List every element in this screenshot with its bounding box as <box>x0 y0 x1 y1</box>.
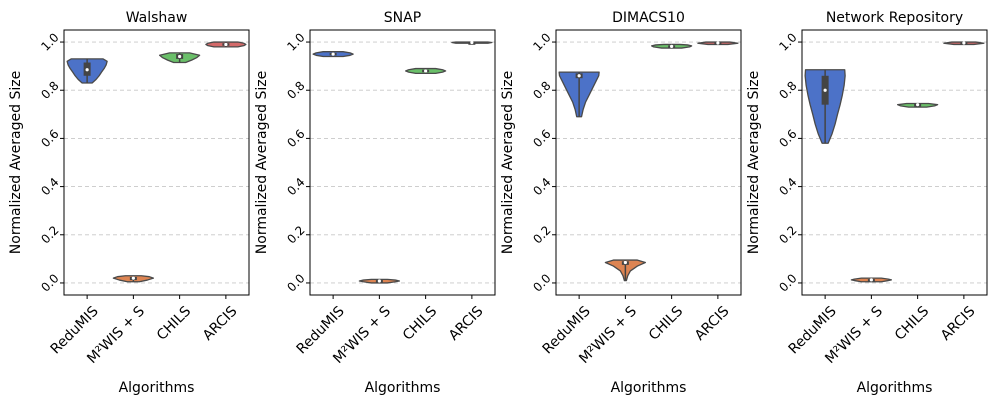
y-tick-label: 1.0 <box>776 30 799 53</box>
y-tick-label: 0.6 <box>38 127 61 150</box>
y-tick-label: 1.0 <box>530 30 553 53</box>
y-tick-label: 0.2 <box>776 223 799 246</box>
x-axis-label: Algorithms <box>611 380 687 396</box>
violin-median <box>331 52 335 56</box>
y-tick-label: 0.6 <box>776 127 799 150</box>
x-tick-label: ARCIS <box>200 303 241 344</box>
violin-median <box>623 260 627 265</box>
x-tick-label: CHILS <box>646 303 686 343</box>
violin-median <box>916 103 920 107</box>
violin-median <box>869 278 873 282</box>
x-tick-label: CHILS <box>892 303 932 343</box>
y-tick-label: 0.2 <box>530 223 553 246</box>
violin-median <box>716 41 720 45</box>
y-tick-label: 0.2 <box>284 223 307 246</box>
y-tick-label: 0.0 <box>284 271 307 294</box>
x-axis-label: Algorithms <box>119 380 195 396</box>
y-tick-label: 0.4 <box>776 175 799 198</box>
y-tick-label: 0.6 <box>284 127 307 150</box>
y-tick-label: 0.8 <box>38 79 61 102</box>
violin-median <box>670 44 674 48</box>
x-axis-label: Algorithms <box>857 380 933 396</box>
chart-title: DIMACS10 <box>612 10 685 26</box>
violin-median <box>577 74 581 78</box>
y-axis-label: Normalized Averaged Size <box>500 71 516 254</box>
y-axis-label: Normalized Averaged Size <box>8 71 24 254</box>
y-tick-label: 0.4 <box>38 175 61 198</box>
y-tick-label: 0.8 <box>284 79 307 102</box>
y-tick-label: 0.2 <box>38 223 61 246</box>
chart-title: Walshaw <box>126 10 188 26</box>
y-tick-label: 0.0 <box>776 271 799 294</box>
y-axis-label: Normalized Averaged Size <box>746 71 762 254</box>
y-tick-label: 0.6 <box>530 127 553 150</box>
y-axis-label: Normalized Averaged Size <box>254 71 270 254</box>
y-tick-label: 0.4 <box>530 175 553 198</box>
y-tick-label: 0.8 <box>530 79 553 102</box>
violin-median <box>178 54 182 59</box>
y-tick-label: 0.8 <box>776 79 799 102</box>
violin-median <box>470 40 474 45</box>
violin-median <box>962 41 966 45</box>
x-tick-label: ARCIS <box>938 303 979 344</box>
plot-frame <box>63 29 250 296</box>
y-tick-label: 0.4 <box>284 175 307 198</box>
violin-median <box>131 276 135 280</box>
x-axis-label: Algorithms <box>365 380 441 396</box>
violin-median <box>224 42 228 47</box>
violin-median <box>424 69 428 73</box>
y-tick-label: 0.0 <box>38 271 61 294</box>
plot-frame <box>309 29 496 296</box>
chart-title: SNAP <box>384 10 421 26</box>
violin-median <box>377 279 381 283</box>
x-tick-label: ARCIS <box>446 303 487 344</box>
x-tick-label: ARCIS <box>692 303 733 344</box>
y-tick-label: 1.0 <box>284 30 307 53</box>
plot-frame <box>555 29 742 296</box>
x-tick-label: CHILS <box>400 303 440 343</box>
y-tick-label: 0.0 <box>530 271 553 294</box>
chart-title: Network Repository <box>826 10 963 26</box>
violin-median <box>823 88 827 92</box>
y-tick-label: 1.0 <box>38 30 61 53</box>
plot-frame <box>801 29 988 296</box>
x-tick-label: CHILS <box>154 303 194 343</box>
violin-median <box>85 68 89 72</box>
